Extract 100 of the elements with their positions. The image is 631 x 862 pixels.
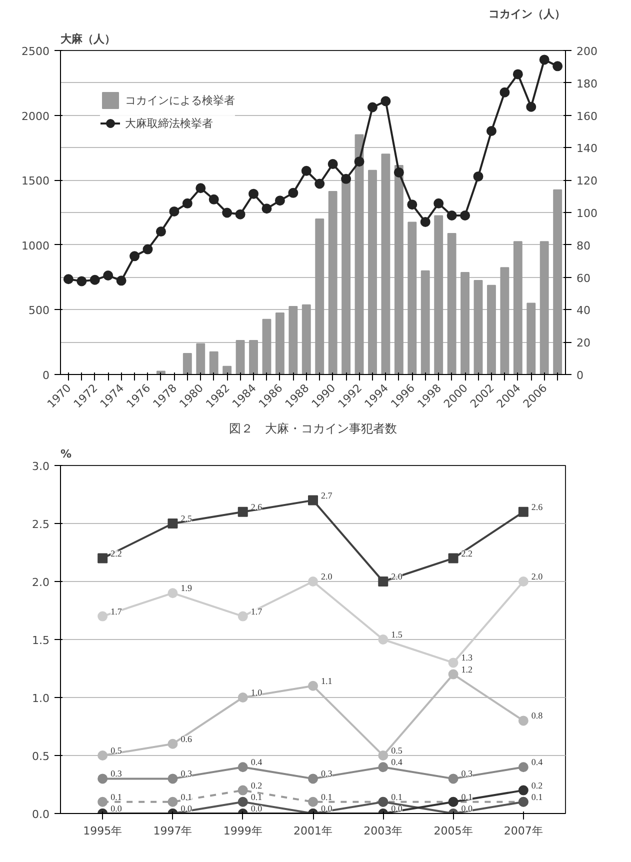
point <box>394 167 404 178</box>
y2-tick-label: 200 <box>576 45 598 58</box>
data-label: 0.2 <box>531 780 543 790</box>
y-tick-label: 1.0 <box>32 692 50 705</box>
y2-tick-label: 100 <box>576 207 598 220</box>
y-tick-label: 0 <box>42 369 50 382</box>
x-tick-label: 2003年 <box>364 824 403 838</box>
y-axis-title: % <box>60 448 72 460</box>
data-label: 0.5 <box>110 746 122 756</box>
bar <box>182 352 192 374</box>
point <box>308 495 318 506</box>
data-label: 2.2 <box>110 548 122 558</box>
y-tick-label: 3.0 <box>32 460 50 473</box>
point <box>486 126 496 136</box>
data-label: 2.5 <box>180 514 192 524</box>
point <box>448 669 458 680</box>
data-label: 0.1 <box>250 792 262 802</box>
point <box>142 244 153 254</box>
y2-axis-title: コカイン（人） <box>488 8 566 20</box>
y2-tick-label: 20 <box>576 336 590 350</box>
point <box>378 750 388 760</box>
point <box>518 716 528 726</box>
point <box>103 270 114 280</box>
bar <box>275 312 284 374</box>
data-label: 2.0 <box>531 572 544 582</box>
point <box>238 762 248 772</box>
data-label: 1.7 <box>250 606 263 616</box>
bar <box>328 190 338 374</box>
point <box>354 156 364 167</box>
bar <box>434 215 444 374</box>
y-tick-label: 2.5 <box>32 518 50 531</box>
data-label: 0.1 <box>321 792 332 802</box>
data-label: 0.1 <box>391 792 402 802</box>
point <box>98 611 108 622</box>
point <box>168 774 178 784</box>
y-tick-label: 0.0 <box>32 808 50 821</box>
point <box>238 506 248 517</box>
bar <box>553 189 562 374</box>
text: 図２ 大麻・コカイン事犯者数 <box>229 422 397 436</box>
point <box>526 102 536 112</box>
point <box>512 69 523 80</box>
point <box>539 54 550 65</box>
x-tick-label: 2007年 <box>504 824 543 838</box>
point <box>238 611 248 622</box>
point <box>434 198 444 208</box>
bar <box>288 306 298 374</box>
bar <box>302 304 311 374</box>
data-label: 0.3 <box>321 768 333 779</box>
bar <box>420 270 430 374</box>
point <box>308 576 318 586</box>
point <box>76 276 87 286</box>
data-label: 2.0 <box>391 572 403 582</box>
y2-tick-label: 120 <box>576 174 598 188</box>
data-label: 0.6 <box>180 734 192 744</box>
point <box>473 171 484 182</box>
x-tick-label: 1995年 <box>83 824 122 838</box>
bar <box>315 218 324 374</box>
data-label: 0.3 <box>461 768 474 779</box>
point <box>274 196 285 206</box>
data-label: 1.5 <box>391 630 403 640</box>
point <box>518 762 528 772</box>
y-tick-label: 2500 <box>22 45 50 58</box>
point <box>98 774 108 784</box>
point <box>308 796 318 807</box>
x-tick-label: 1997年 <box>153 824 192 838</box>
point <box>238 796 248 807</box>
y-tick-label: 2000 <box>22 110 50 123</box>
point <box>208 194 219 204</box>
point <box>518 785 528 796</box>
data-label: 0.0 <box>461 804 474 814</box>
y2-tick-label: 180 <box>576 77 598 90</box>
point <box>182 198 192 208</box>
point <box>301 166 312 176</box>
point <box>420 216 430 227</box>
point <box>314 178 325 189</box>
y-tick-label: 0.5 <box>32 750 50 763</box>
point <box>500 87 510 98</box>
point <box>63 274 74 284</box>
point <box>98 796 108 807</box>
point <box>518 576 528 586</box>
y2-tick-label: 160 <box>576 110 598 123</box>
bar <box>236 340 245 374</box>
x-tick-label: 2005年 <box>434 824 473 838</box>
point <box>378 762 388 772</box>
point <box>116 276 126 286</box>
point <box>238 785 248 796</box>
data-label: 2.2 <box>461 548 473 558</box>
data-label: 0.1 <box>110 792 122 802</box>
point <box>168 738 178 749</box>
y2-tick-label: 80 <box>576 239 590 252</box>
data-label: 0.1 <box>180 792 192 802</box>
bar <box>394 165 404 374</box>
point <box>288 188 298 198</box>
y-tick-label: 1.5 <box>32 634 50 647</box>
point <box>448 774 458 784</box>
point <box>446 210 457 220</box>
x-tick-label: 2001年 <box>294 824 333 838</box>
point <box>328 159 338 170</box>
y-tick-label: 2.0 <box>32 576 50 589</box>
y-tick-label: 1000 <box>22 239 50 252</box>
